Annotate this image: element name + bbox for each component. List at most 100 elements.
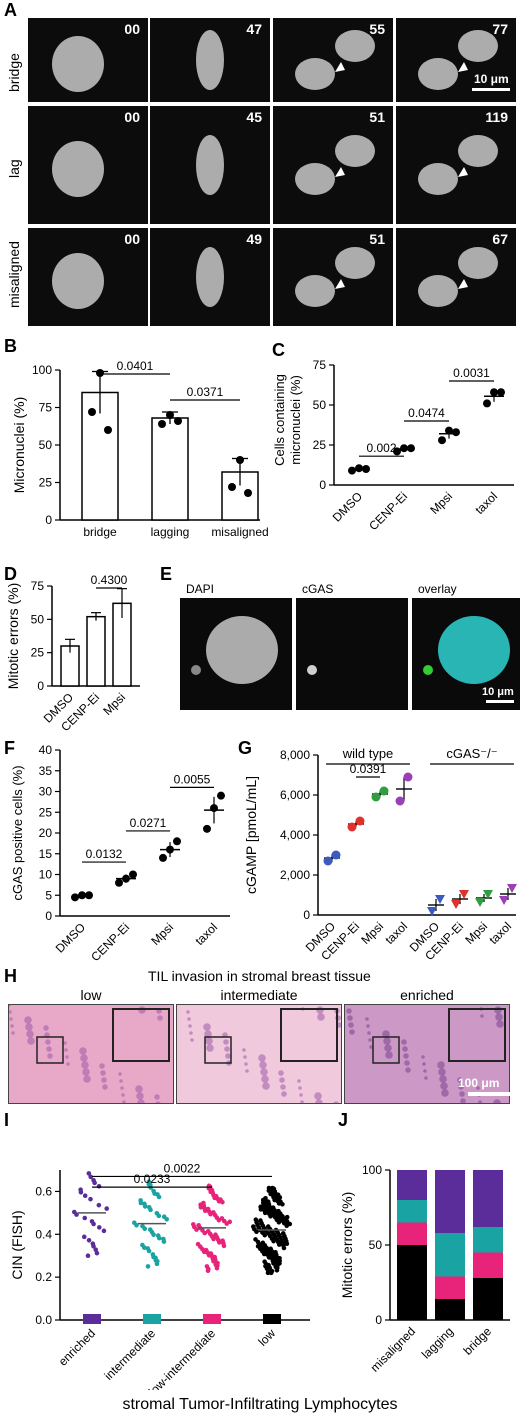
data-point <box>213 1232 218 1238</box>
data-point <box>161 1236 166 1242</box>
data-point <box>218 1197 223 1202</box>
cell-nucleus <box>224 1046 230 1052</box>
data-point <box>270 1205 276 1211</box>
cell-nucleus <box>317 1013 325 1021</box>
data-point <box>490 388 498 397</box>
micronucleus-dot <box>191 665 201 675</box>
cell-nucleus <box>298 1086 302 1090</box>
chromatin-blob <box>196 247 224 307</box>
data-point <box>331 850 341 860</box>
chromatin-blob <box>458 247 498 279</box>
data-point <box>82 1215 88 1221</box>
data-point <box>140 1242 145 1248</box>
data-point <box>146 1204 152 1210</box>
micrograph-cells <box>418 135 498 195</box>
timepoint-label: 77 <box>492 21 508 37</box>
histology-texture <box>186 1006 341 1103</box>
data-point <box>236 456 244 464</box>
data-point <box>497 388 505 397</box>
cell-nucleus <box>99 1063 105 1069</box>
micrograph-cells <box>52 141 104 197</box>
y-tick-label: 75 <box>313 358 327 372</box>
chromatin-blob <box>295 58 335 90</box>
data-point <box>71 1209 77 1215</box>
zoom-region-box <box>36 1036 64 1064</box>
arrowhead-icon <box>458 279 468 289</box>
channel-image <box>180 598 292 710</box>
y-tick-label: 10 <box>39 868 53 882</box>
bar <box>151 417 189 521</box>
data-point <box>228 483 236 491</box>
timepoint-label: 00 <box>124 109 140 125</box>
cell-nucleus <box>204 1030 212 1038</box>
panel-a-label: A <box>4 0 17 20</box>
data-point <box>86 1171 92 1176</box>
x-tick-label: taxol <box>192 920 220 948</box>
cell-nucleus <box>119 1079 123 1083</box>
p-value-label: 0.0055 <box>174 772 211 786</box>
data-point <box>142 1201 147 1207</box>
y-tick-label: 40 <box>39 743 53 757</box>
cell-nucleus <box>478 1100 482 1103</box>
cell-nucleus <box>83 1075 91 1083</box>
cell-nucleus <box>280 1084 286 1090</box>
y-tick-label: 6,000 <box>280 788 310 802</box>
data-point <box>150 1252 156 1257</box>
data-point <box>89 1219 95 1224</box>
chromatin-blob <box>458 135 498 167</box>
cell-nucleus <box>315 1099 323 1103</box>
cell-nucleus <box>440 1082 448 1090</box>
scale-bar <box>468 1092 510 1096</box>
histology-image <box>8 1004 174 1104</box>
data-point <box>148 1182 153 1188</box>
data-point <box>88 1196 93 1202</box>
arrowhead-icon <box>335 167 345 177</box>
data-point <box>273 1249 278 1255</box>
data-point <box>262 1259 267 1265</box>
chromatin-blob <box>52 141 104 197</box>
chromatin-blob <box>335 247 375 279</box>
y-tick-label: 50 <box>31 612 45 626</box>
cell-nucleus <box>135 1085 143 1093</box>
timepoint-label: 45 <box>246 109 262 125</box>
x-tick-label: misaligned <box>211 525 268 539</box>
cell-nucleus <box>262 1082 270 1090</box>
micrograph-tile: 47 <box>150 18 270 102</box>
cell-nucleus <box>278 1070 284 1076</box>
bar <box>81 391 119 521</box>
panel-h-title: TIL invasion in stromal breast tissue <box>148 968 371 984</box>
cell-nucleus <box>188 1024 192 1028</box>
data-point <box>451 900 461 909</box>
group-label: cGAS⁻/⁻ <box>446 746 497 761</box>
channel-image-content <box>423 616 510 684</box>
cell-nucleus <box>45 1039 51 1045</box>
cell-nucleus <box>279 1077 285 1083</box>
data-point <box>115 878 123 887</box>
data-point <box>266 1262 271 1268</box>
data-point <box>355 816 365 826</box>
data-point <box>209 1187 215 1193</box>
cell-nucleus <box>100 1070 106 1076</box>
chromatin-blob <box>418 58 458 90</box>
cell-nucleus <box>346 1008 352 1014</box>
cell-nucleus <box>476 1086 480 1090</box>
chromatin-blob <box>196 30 224 90</box>
data-point <box>203 1247 209 1253</box>
data-point <box>82 1193 88 1199</box>
category-swatch <box>143 1314 161 1324</box>
data-point <box>215 1260 220 1266</box>
data-point <box>403 772 413 782</box>
bar <box>86 615 106 687</box>
micrograph-cells <box>196 135 224 195</box>
x-tick-label: lagging <box>151 525 190 539</box>
cell-nucleus <box>385 1051 393 1059</box>
data-point <box>155 1258 160 1264</box>
panel-j-label: J <box>338 1110 349 1130</box>
data-point <box>190 1222 196 1227</box>
cell-nucleus <box>314 1092 322 1100</box>
cell-nucleus <box>66 1062 70 1066</box>
data-point <box>161 1214 167 1220</box>
cell-nucleus <box>190 1038 194 1042</box>
data-point <box>122 874 130 883</box>
